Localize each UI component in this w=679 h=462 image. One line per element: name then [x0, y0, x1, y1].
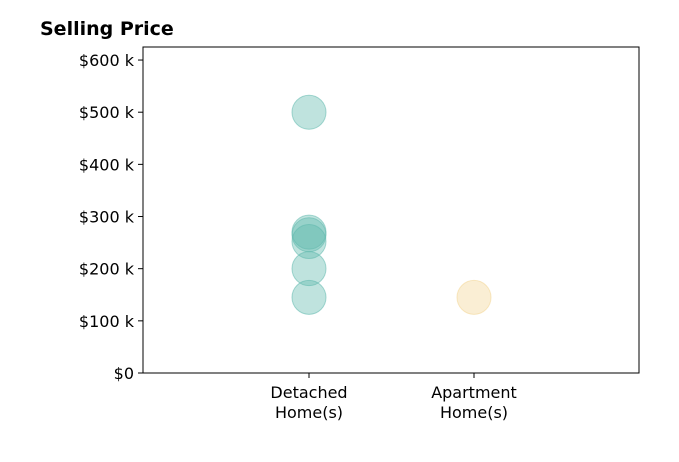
x-tick-label: Apartment Home(s) — [431, 383, 517, 422]
data-point — [291, 251, 327, 287]
y-tick-label: $100 k — [79, 312, 135, 331]
x-axis: Detached Home(s) Apartment Home(s) — [270, 373, 517, 422]
data-point — [291, 94, 327, 130]
y-tick-label: $600 k — [79, 51, 135, 70]
data-point — [291, 279, 327, 315]
y-tick-label: $400 k — [79, 155, 135, 174]
x-tick-label: Detached Home(s) — [270, 383, 347, 422]
data-point — [291, 224, 327, 260]
y-tick-label: $300 k — [79, 208, 135, 227]
y-tick-label: $200 k — [79, 260, 135, 279]
y-tick-label: $500 k — [79, 103, 135, 122]
data-points — [291, 94, 492, 315]
data-point — [456, 279, 492, 315]
y-axis: $0 $100 k $200 k $300 k $400 k $500 k $600 k — [79, 51, 143, 383]
y-tick-label: $0 — [114, 364, 134, 383]
chart-title: Selling Price — [40, 18, 174, 40]
plot-frame — [142, 46, 640, 374]
